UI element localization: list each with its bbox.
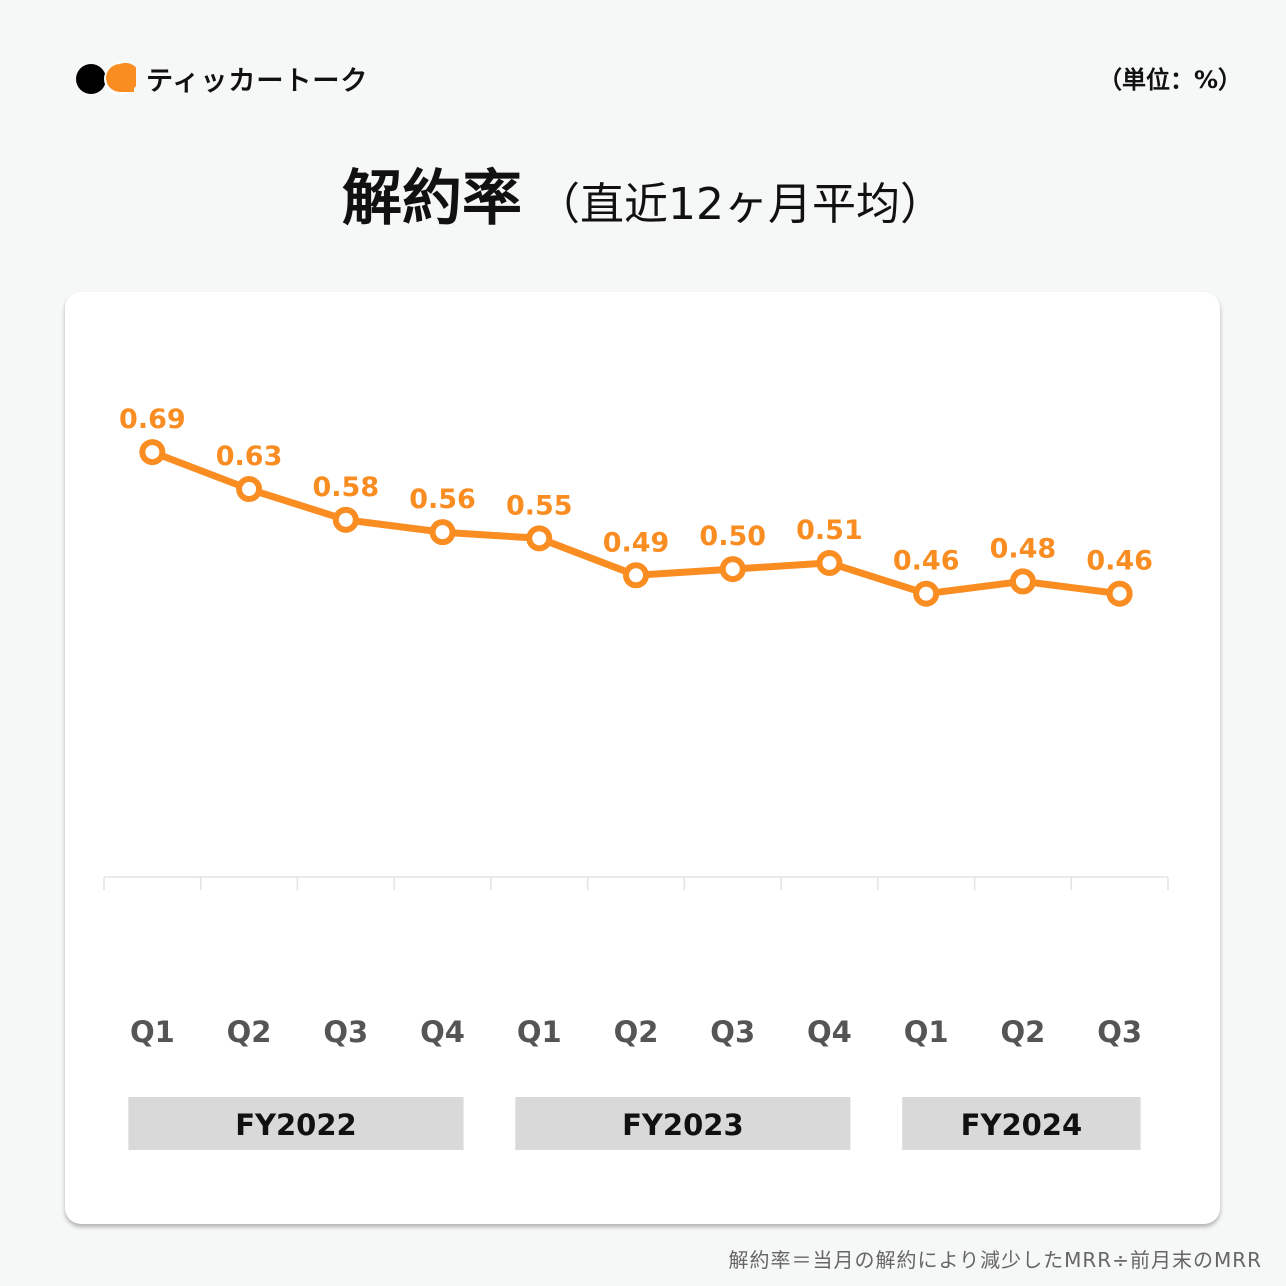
line-chart: 0.69 0.63 0.58 0.56 0.55 0.49 0.50 0.51 0.46 0.48… [103, 404, 1169, 1150]
data-point [816, 549, 843, 576]
data-label: 0.48 [990, 533, 1057, 564]
data-point [139, 439, 166, 466]
data-label: 0.69 [119, 404, 186, 435]
fiscal-year-label: FY2022 [235, 1108, 357, 1142]
footnote: 解約率＝当月の解約により減少したMRR÷前月末のMRR [728, 1248, 1262, 1272]
fiscal-year-band [902, 1097, 1141, 1150]
data-label: 0.55 [506, 490, 573, 521]
x-tick-label: Q3 [1097, 1015, 1142, 1049]
speech-bubbles-logo-icon [76, 62, 136, 95]
brand-name: ティッカートーク [146, 65, 369, 97]
unit-label: （単位：%） [1097, 66, 1242, 94]
data-label: 0.46 [893, 546, 960, 577]
title-main: 解約率 [342, 164, 522, 234]
x-tick-label: Q3 [323, 1015, 368, 1049]
data-label: 0.58 [313, 472, 380, 503]
brand: ティッカートーク [76, 58, 368, 98]
x-tick-label: Q4 [807, 1015, 852, 1049]
data-point [429, 519, 456, 546]
data-point [526, 525, 553, 552]
data-label: 0.51 [796, 515, 863, 546]
x-tick-label: Q1 [130, 1015, 175, 1049]
x-tick-label: Q4 [420, 1015, 465, 1049]
data-label: 0.49 [603, 527, 670, 558]
data-label: 0.46 [1086, 546, 1153, 577]
x-tick-label: Q1 [904, 1015, 949, 1049]
fiscal-year-band [128, 1097, 464, 1150]
data-label: 0.63 [216, 441, 283, 472]
data-point [1009, 568, 1036, 595]
data-point [1106, 580, 1133, 607]
fiscal-year-band [515, 1097, 851, 1150]
fiscal-year-label: FY2024 [961, 1108, 1083, 1142]
data-label: 0.50 [699, 521, 766, 552]
x-tick-label: Q1 [517, 1015, 562, 1049]
title-sub: （直近12ヶ月平均） [536, 179, 944, 230]
fiscal-year-label: FY2023 [622, 1108, 744, 1142]
data-point [332, 506, 359, 533]
data-point [623, 562, 649, 589]
x-tick-label: Q2 [614, 1015, 659, 1049]
data-point [719, 556, 746, 583]
data-label: 0.56 [409, 484, 476, 515]
chart-title: 解約率 （直近12ヶ月平均） [0, 150, 1286, 237]
data-point [913, 580, 940, 607]
data-point [236, 476, 263, 503]
x-tick-label: Q2 [227, 1015, 272, 1049]
x-tick-label: Q3 [710, 1015, 755, 1049]
chart-card: 0.69 0.63 0.58 0.56 0.55 0.49 0.50 0.51 0.46 0.48… [65, 292, 1220, 1224]
x-tick-label: Q2 [1000, 1015, 1045, 1049]
